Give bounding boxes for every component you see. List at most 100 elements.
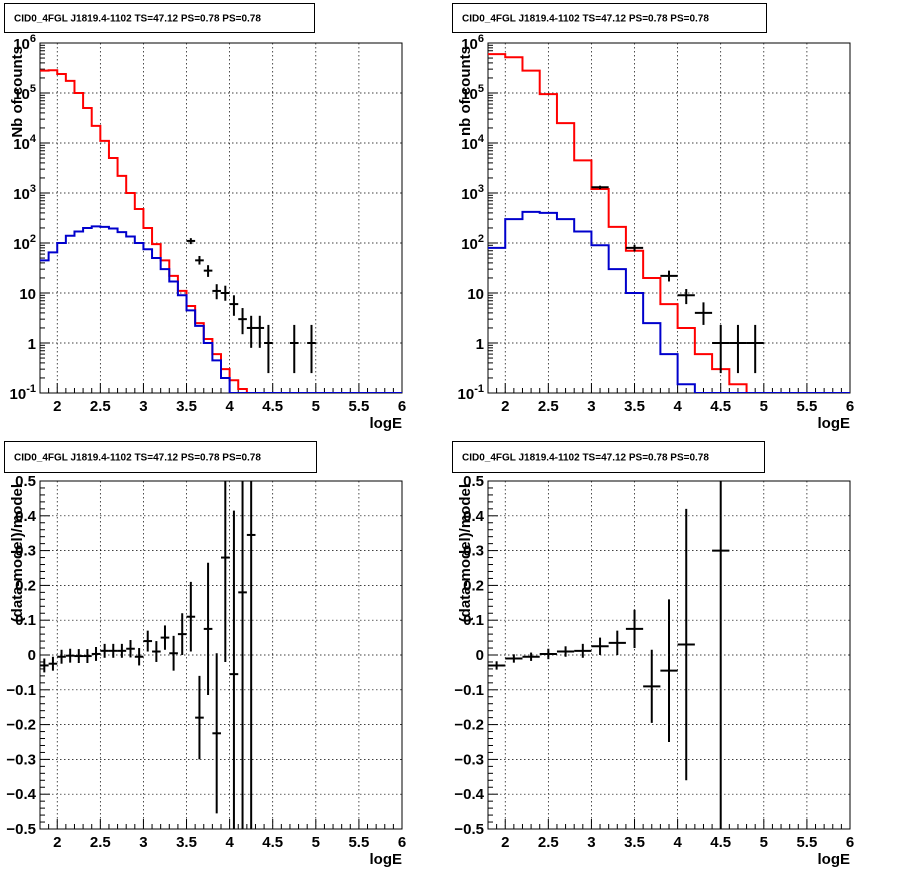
chart3-residual-point (246, 481, 256, 829)
chart3-residual-point (152, 641, 161, 662)
chart4-residual-point (677, 508, 695, 781)
chart3-residual-point (177, 613, 187, 655)
chart3-ytick-label: −0.5 (6, 821, 36, 838)
chart4-ylabel: (data-model)/model (457, 484, 474, 622)
chart3-residual-point (83, 649, 92, 664)
chart1-data-point (186, 238, 196, 245)
chart3-ytick-label: 0.3 (15, 543, 36, 560)
chart1-data-point (264, 324, 273, 374)
chart3-title-box (4, 441, 317, 473)
chart2-data-point (694, 302, 713, 325)
chart4-xtick-label: 4 (673, 834, 682, 851)
chart1-xtick-label: 5 (312, 398, 320, 415)
chart4-residual-point (625, 609, 644, 649)
chart4-residual-point (660, 599, 678, 742)
chart3-ytick-label: 0.5 (15, 473, 36, 490)
chart3-xlabel: logE (370, 851, 403, 868)
chart1-data-point (203, 265, 213, 277)
chart4-ytick-label: 0.1 (463, 612, 484, 629)
chart2-ytick-label: 1 (476, 336, 484, 353)
chart3-residual-point (108, 643, 118, 658)
chart2-ytick-label: 104 (461, 133, 485, 153)
chart3-xtick-label: 4.5 (262, 834, 283, 851)
chart2-ytick-label: 102 (461, 233, 484, 253)
chart3-residual-point (221, 481, 230, 662)
chart4-residual-point (712, 481, 730, 829)
chart4-title-box (452, 441, 765, 473)
chart2-ytick-label: 106 (461, 33, 484, 53)
chart3-ylabel: (data-model)/model (9, 484, 26, 622)
chart2-xtick-label: 3.5 (624, 398, 645, 415)
chart3-residual-point (57, 649, 66, 664)
chart1-data-point (195, 255, 204, 265)
chart4-ytick-label: 0.3 (463, 543, 484, 560)
chart4-xtick-label: 2 (501, 834, 509, 851)
chart4-xlabel: logE (818, 851, 851, 868)
chart1-xtick-label: 4.5 (262, 398, 283, 415)
chart1-xtick-label: 4 (225, 398, 234, 415)
chart1-xtick-label: 6 (398, 398, 406, 415)
chart1-xtick-label: 2.5 (90, 398, 111, 415)
chart3-xtick-label: 5 (312, 834, 320, 851)
chart2-xlabel: logE (818, 415, 851, 432)
chart4-xtick-label: 4.5 (710, 834, 731, 851)
chart3-residual-point (238, 481, 247, 829)
chart4-ytick-label: 0 (476, 647, 484, 664)
chart4-xtick-label: 3 (587, 834, 595, 851)
chart2-xtick-label: 5 (760, 398, 768, 415)
chart4-residual-point (574, 643, 592, 658)
chart2-xtick-label: 4.5 (710, 398, 731, 415)
chart3-xtick-label: 3 (139, 834, 147, 851)
chart1-data-point (255, 315, 265, 348)
chart1-ytick-label: 10-1 (10, 383, 36, 403)
chart1-ytick-label: 105 (13, 83, 36, 103)
chart2-data-point (677, 289, 695, 305)
chart3-title: CID0_4FGL J1819.4-1102 TS=47.12 PS=0.78 … (14, 453, 261, 464)
chart2-series-model (488, 53, 850, 393)
chart3-xtick-label: 3.5 (176, 834, 197, 851)
chart2-data-point (660, 270, 678, 282)
chart1-data-point (238, 308, 247, 335)
chart2-data-point (625, 244, 644, 252)
chart3-residual-point (65, 648, 75, 663)
chart3-ytick-label: −0.4 (6, 786, 36, 803)
chart2-data-point (591, 185, 609, 190)
chart2-ytick-label: 103 (461, 183, 484, 203)
chart4-residual-point (522, 652, 540, 661)
chart3-residual-point (134, 648, 144, 666)
chart2-plot-area (488, 53, 850, 393)
chart4-residual-point (488, 661, 506, 670)
chart2-xtick-label: 5.5 (796, 398, 817, 415)
chart1-ytick-label: 102 (13, 233, 36, 253)
chart3: CID0_4FGL J1819.4-1102 TS=47.12 PS=0.78 … (4, 441, 406, 868)
chart4-residual-point (539, 648, 557, 660)
chart2-xtick-label: 2 (501, 398, 509, 415)
chart3-residual-point (100, 643, 109, 658)
chart1-series-model (40, 69, 402, 393)
chart3-residual-point (48, 656, 58, 671)
chart2-ylabel: nb of counts (457, 46, 474, 136)
chart3-residual-point (186, 581, 196, 652)
chart2: CID0_4FGL J1819.4-1102 TS=47.12 PS=0.78 … (452, 3, 854, 432)
chart1-ytick-label: 1 (28, 336, 36, 353)
chart1-ytick-label: 103 (13, 183, 36, 203)
chart1-data-point (246, 315, 256, 348)
chart3-residual-point (195, 675, 204, 760)
chart1-title-box (4, 3, 315, 33)
chart1-title: CID0_4FGL J1819.4-1102 TS=47.12 PS=0.78 … (14, 14, 261, 25)
chart4-ytick-label: −0.3 (454, 751, 484, 768)
chart2-ytick-label: 10-1 (458, 383, 484, 403)
chart1-ytick-label: 10 (19, 286, 36, 303)
chart3-xtick-label: 4 (225, 834, 234, 851)
chart3-residual-point (40, 658, 49, 673)
chart1-xtick-label: 3.5 (176, 398, 197, 415)
chart2-data-point (746, 324, 764, 374)
chart1-xtick-label: 3 (139, 398, 147, 415)
chart1-xtick-label: 2 (53, 398, 61, 415)
chart3-plot-area (40, 481, 256, 829)
chart4-ytick-label: −0.5 (454, 821, 484, 838)
chart1-data-point (307, 324, 316, 374)
chart2-data-point (712, 324, 730, 374)
chart1-ytick-label: 106 (13, 33, 36, 53)
